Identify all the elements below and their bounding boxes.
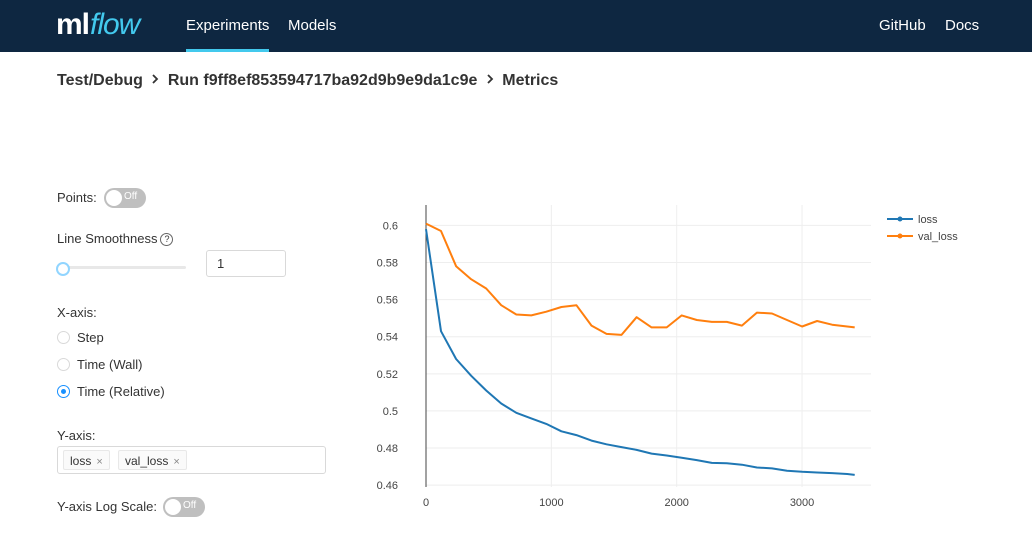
y-tick-label: 0.48	[377, 443, 398, 455]
x-tick-label: 3000	[790, 497, 814, 509]
log-scale-label: Y-axis Log Scale:	[57, 499, 157, 514]
smoothness-input[interactable]	[206, 250, 286, 277]
y-tick-label: 0.6	[383, 220, 398, 232]
log-scale-toggle[interactable]: Off	[163, 497, 205, 517]
xaxis-radio-step[interactable]: Step	[57, 329, 104, 345]
logo-ml-text: ml	[56, 8, 90, 41]
legend-marker	[897, 216, 903, 222]
breadcrumb-page-title: Metrics	[502, 72, 559, 89]
yaxis-metric-select[interactable]: loss × val_loss ×	[57, 446, 326, 474]
nav-docs[interactable]: Docs	[945, 17, 980, 34]
nav-models[interactable]: Models	[288, 17, 337, 34]
points-toggle-text: Off	[124, 191, 138, 202]
remove-tag-icon[interactable]: ×	[173, 456, 180, 468]
y-tick-label: 0.52	[377, 369, 398, 381]
xaxis-label: X-axis:	[57, 305, 97, 320]
xaxis-radio-time-wall[interactable]: Time (Wall)	[57, 356, 142, 372]
x-tick-label: 0	[423, 497, 429, 509]
y-tick-label: 0.46	[377, 480, 398, 492]
legend-marker	[897, 233, 903, 239]
smoothness-slider-handle[interactable]	[56, 262, 70, 276]
radio-circle-checked	[57, 385, 70, 399]
smoothness-slider-rail[interactable]	[62, 266, 186, 269]
xaxis-relative-label: Time (Relative)	[77, 384, 165, 400]
xaxis-step-label: Step	[77, 330, 104, 346]
radio-circle	[57, 331, 70, 345]
legend-label: loss	[918, 214, 938, 226]
smoothness-label-row: Line Smoothness?	[57, 231, 174, 246]
remove-tag-icon[interactable]: ×	[96, 456, 103, 468]
series-line-val-loss	[425, 222, 855, 336]
breadcrumb-chevron-icon	[147, 72, 163, 90]
toggle-knob	[165, 499, 181, 515]
radio-circle	[57, 358, 70, 372]
help-icon[interactable]: ?	[160, 233, 174, 246]
xaxis-wall-label: Time (Wall)	[77, 357, 143, 373]
yaxis-tag-val-loss: val_loss ×	[118, 450, 187, 470]
toggle-knob	[106, 190, 122, 206]
smoothness-label: Line Smoothness	[57, 231, 158, 246]
xaxis-radio-time-relative[interactable]: Time (Relative)	[57, 383, 165, 399]
points-label: Points:	[57, 190, 97, 205]
tag-label: loss	[70, 454, 92, 468]
nav-github[interactable]: GitHub	[879, 17, 926, 34]
nav-experiments[interactable]: Experiments	[186, 0, 270, 52]
breadcrumb-experiment-link[interactable]: Test/Debug	[57, 72, 143, 89]
breadcrumb-chevron-icon	[482, 72, 498, 90]
breadcrumb-run-link[interactable]: Run f9ff8ef853594717ba92d9b9e9da1c9e	[167, 72, 478, 89]
yaxis-label: Y-axis:	[57, 428, 96, 443]
breadcrumb: Test/Debug Run f9ff8ef853594717ba92d9b9e…	[57, 72, 558, 90]
y-tick-label: 0.5	[383, 406, 398, 418]
legend-label: val_loss	[918, 231, 958, 243]
top-navbar: ml flow Experiments Models GitHub Docs	[0, 0, 1032, 52]
yaxis-tag-loss: loss ×	[63, 450, 110, 470]
y-tick-label: 0.56	[377, 295, 398, 307]
log-scale-toggle-text: Off	[183, 500, 197, 511]
points-toggle[interactable]: Off	[104, 188, 146, 208]
tag-label: val_loss	[125, 454, 169, 468]
y-tick-label: 0.54	[377, 332, 398, 344]
x-tick-label: 1000	[539, 497, 563, 509]
logo-flow-text: flow	[90, 8, 140, 41]
y-tick-label: 0.58	[377, 258, 398, 270]
series-line-loss	[425, 228, 855, 476]
x-tick-label: 2000	[664, 497, 688, 509]
